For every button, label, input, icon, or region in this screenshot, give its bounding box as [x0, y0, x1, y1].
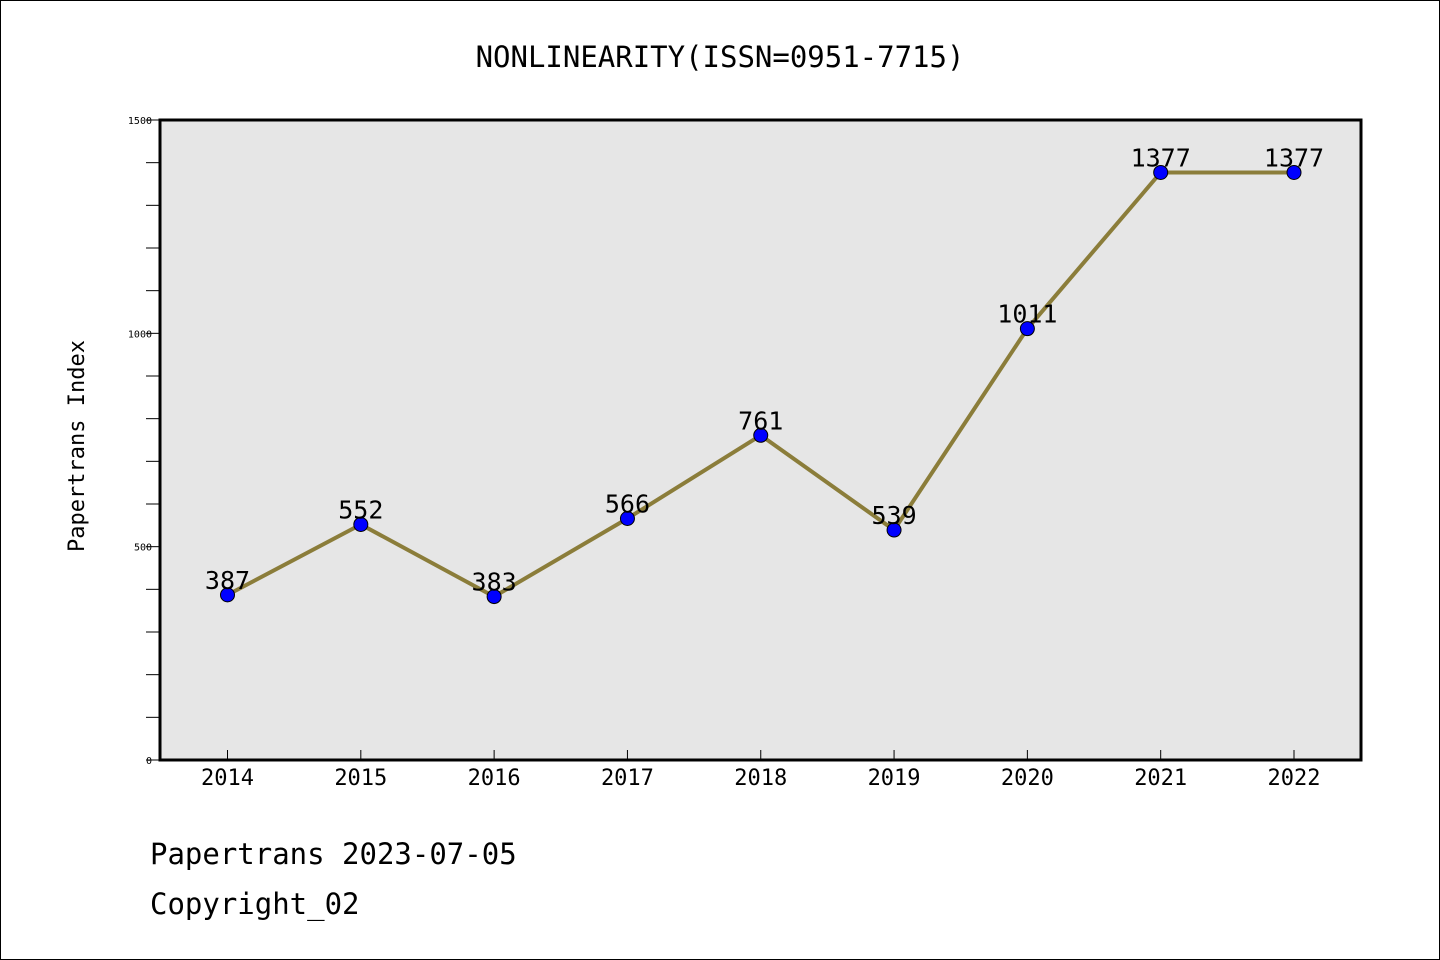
data-point [1286, 164, 1302, 180]
data-point [886, 522, 902, 538]
y-axis-label: Papertrans Index [65, 340, 90, 552]
data-label: 1011 [997, 300, 1057, 329]
data-label: 1377 [1131, 143, 1191, 172]
data-point [486, 589, 502, 605]
y-axis: 0 500 1000 1500 [128, 116, 160, 767]
x-tick-label: 2016 [468, 766, 521, 791]
data-label: 383 [472, 568, 517, 597]
data-label: 566 [605, 490, 650, 519]
x-tick-label: 2017 [601, 766, 654, 791]
data-point [353, 516, 369, 532]
data-label: 539 [871, 501, 916, 530]
y-tick-label: 1500 [128, 116, 152, 127]
data-label: 552 [338, 495, 383, 524]
data-point [619, 511, 635, 527]
data-label: 387 [205, 566, 250, 595]
x-tick-label: 2015 [334, 766, 387, 791]
x-tick-label: 2018 [734, 766, 787, 791]
footer-copyright: Copyright_02 [150, 887, 360, 922]
y-tick-label: 0 [146, 756, 152, 767]
series-group [220, 164, 1302, 605]
data-label: 1377 [1264, 143, 1324, 172]
x-tick-label: 2020 [1001, 766, 1054, 791]
x-tick-label: 2022 [1268, 766, 1321, 791]
y-tick-label: 500 [134, 543, 152, 554]
plot-border [158, 118, 1363, 762]
y-tick-label: 1000 [128, 329, 152, 340]
x-tick-label: 2019 [868, 766, 921, 791]
x-tick-label: 2021 [1134, 766, 1187, 791]
data-labels: 387 552 383 566 761 539 1011 1377 1377 [205, 143, 1324, 596]
x-axis: 2014 2015 2016 2017 2018 2019 2020 2021 2022 [201, 750, 1320, 791]
data-point [1019, 321, 1035, 337]
data-point [220, 587, 235, 603]
data-point [1153, 164, 1169, 180]
footer-date: Papertrans 2023-07-05 [150, 837, 517, 871]
data-point [753, 427, 769, 443]
x-tick-label: 2014 [201, 766, 254, 791]
data-label: 761 [738, 406, 783, 435]
chart-title: NONLINEARITY(ISSN=0951-7715) [476, 40, 965, 74]
